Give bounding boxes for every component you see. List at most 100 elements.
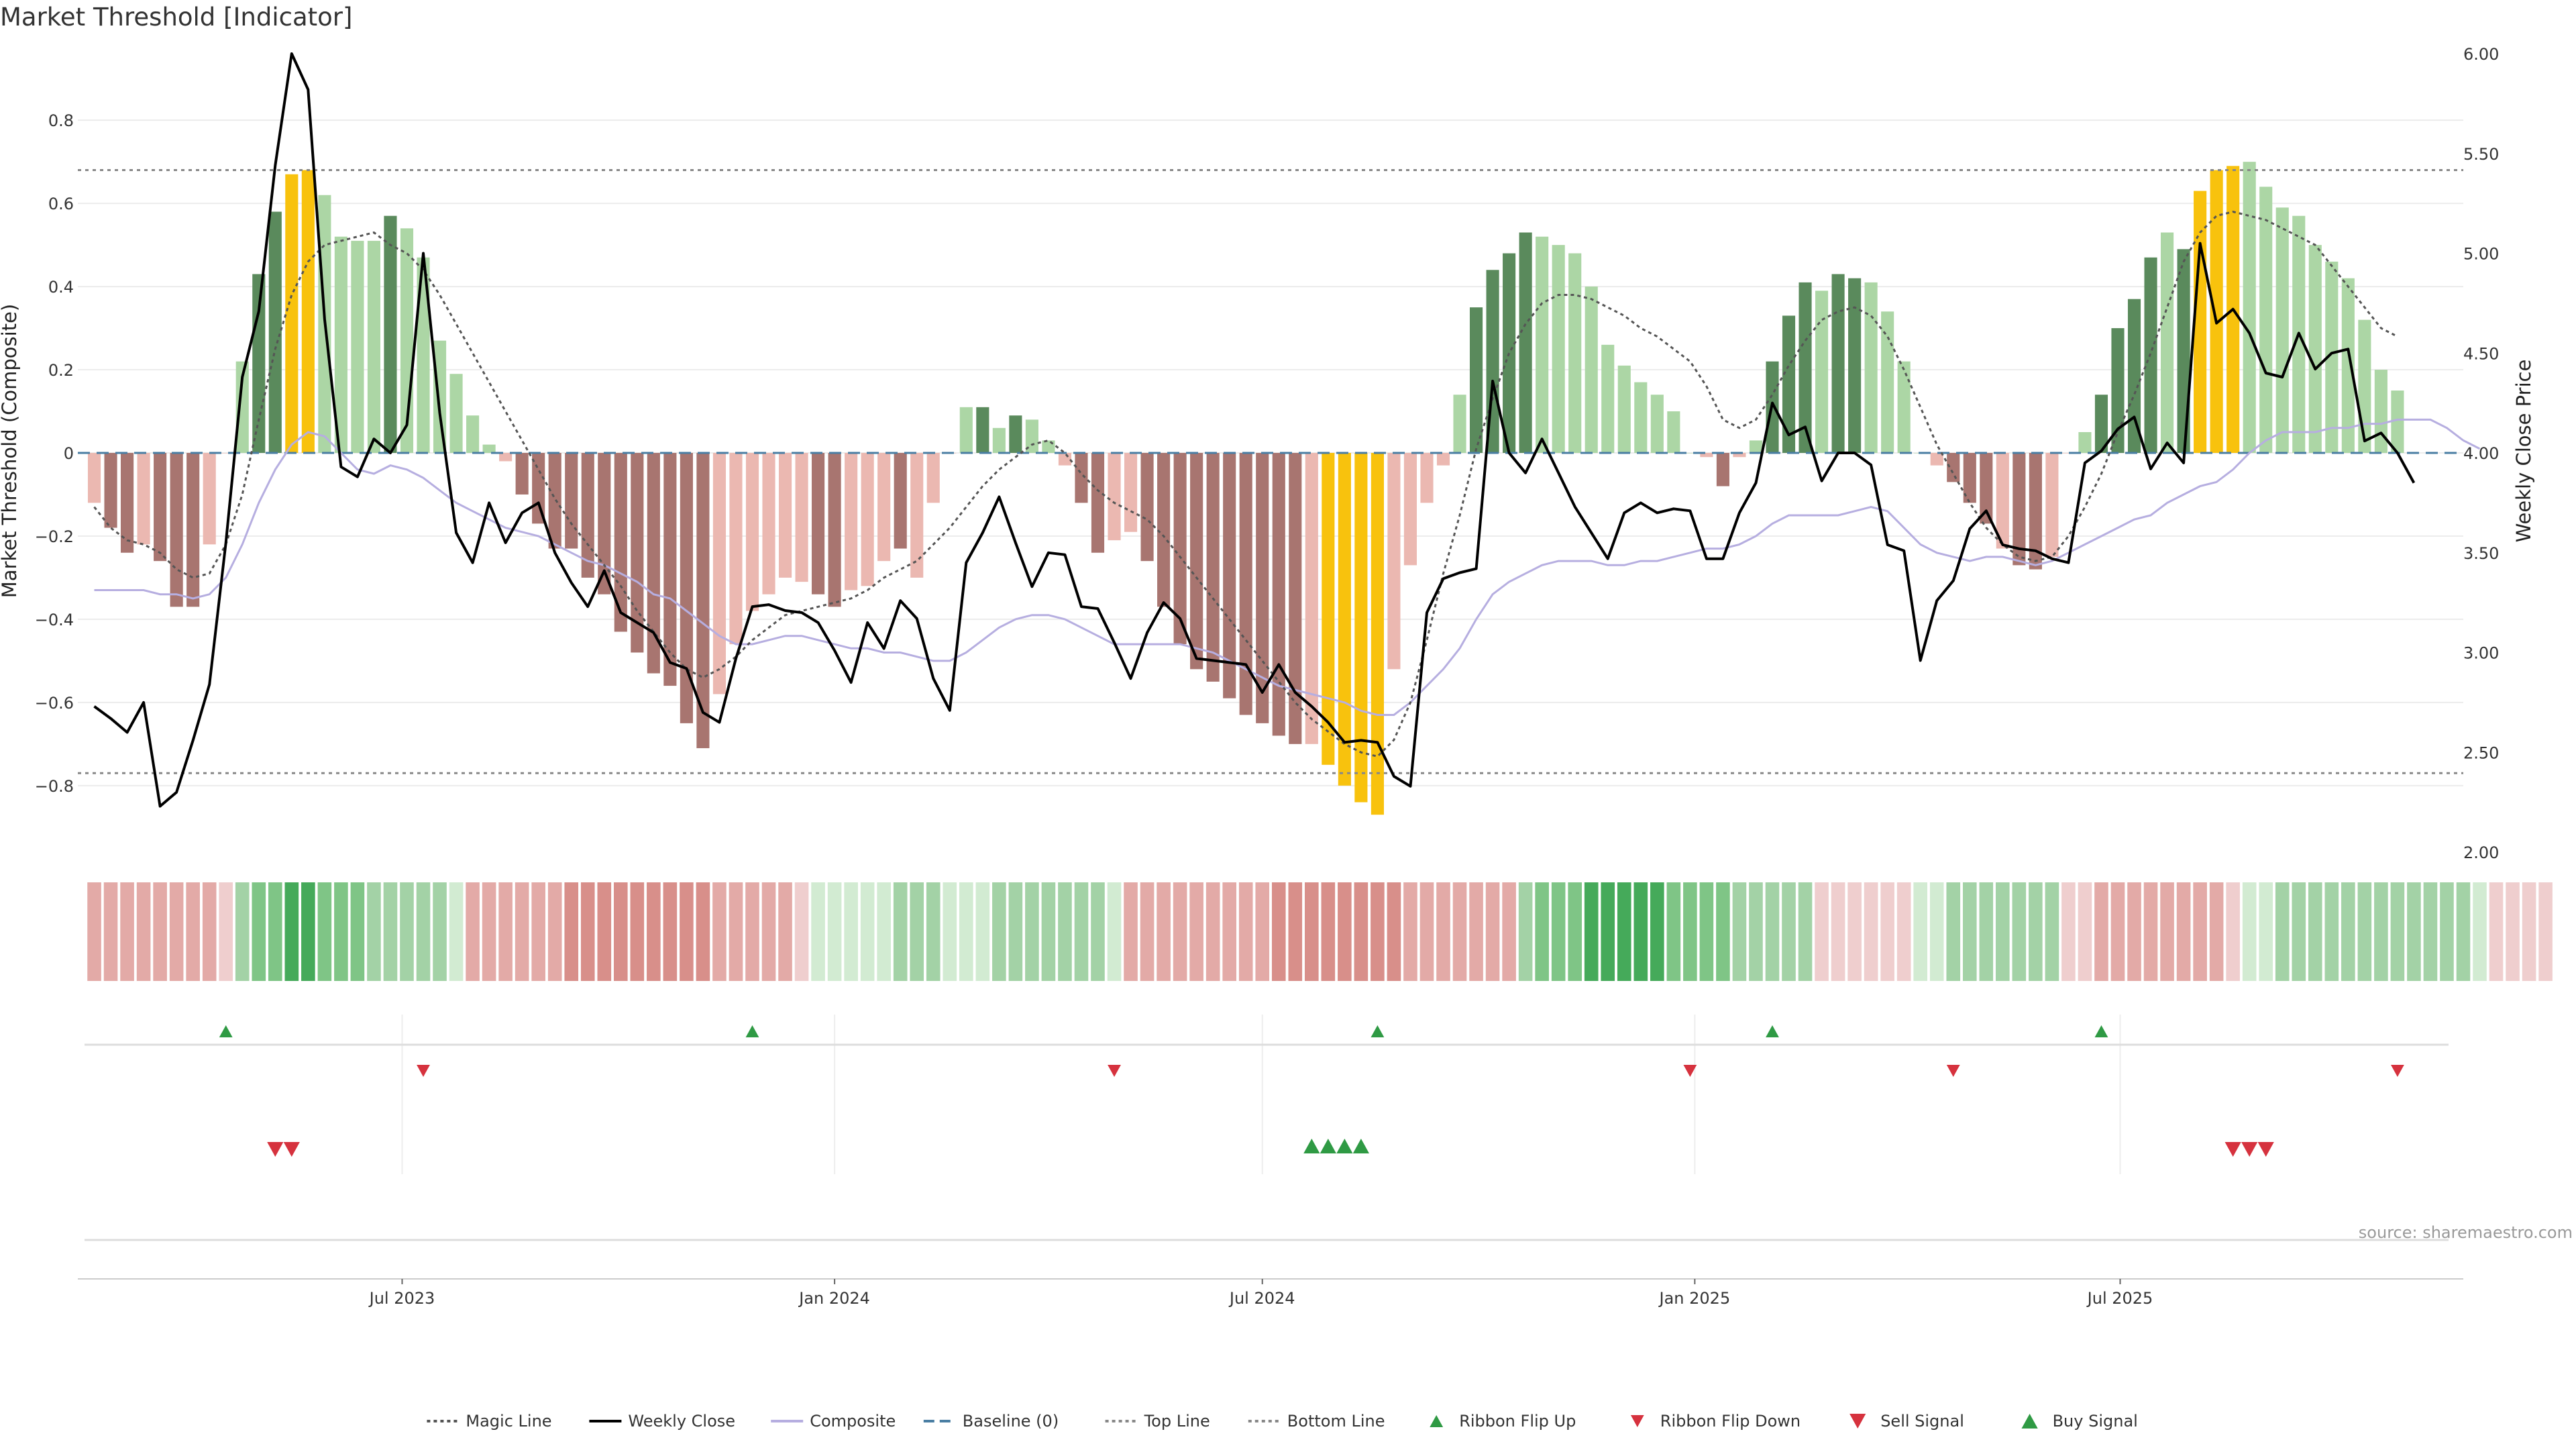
ribbon-cell bbox=[893, 882, 908, 981]
ribbon-layer bbox=[87, 882, 2553, 981]
ribbon-cell bbox=[2242, 882, 2257, 981]
ribbon-cell bbox=[712, 882, 727, 981]
ribbon-cell bbox=[466, 882, 480, 981]
ribbon-cell bbox=[136, 882, 151, 981]
composite-bar bbox=[1289, 453, 1302, 744]
composite-bar bbox=[1058, 453, 1072, 466]
composite-bar bbox=[1453, 395, 1466, 453]
ribbon-cell bbox=[1699, 882, 1714, 981]
composite-bar bbox=[1568, 253, 1582, 453]
composite-bar bbox=[1930, 453, 1943, 466]
ribbon-cell bbox=[1041, 882, 1056, 981]
ribbon-cell bbox=[2489, 882, 2504, 981]
ribbon-cell bbox=[1205, 882, 1220, 981]
composite-bar bbox=[2111, 328, 2125, 453]
composite-bar bbox=[581, 453, 594, 578]
composite-bar bbox=[1864, 282, 1878, 453]
ribbon-flip-down-marker bbox=[1946, 1065, 1960, 1077]
ribbon-cell bbox=[186, 882, 200, 981]
ribbon-cell bbox=[1008, 882, 1023, 981]
ribbon-cell bbox=[647, 882, 661, 981]
ribbon-cell bbox=[2538, 882, 2553, 981]
composite-bar bbox=[1585, 287, 1598, 453]
ribbon-cell bbox=[1979, 882, 1994, 981]
ribbon-cell bbox=[877, 882, 891, 981]
ribbon-cell bbox=[1568, 882, 1582, 981]
ribbon-cell bbox=[1354, 882, 1368, 981]
composite-bar bbox=[1469, 307, 1483, 453]
ribbon-cell bbox=[1633, 882, 1648, 981]
ribbon-cell bbox=[2226, 882, 2240, 981]
legend-item: Ribbon Flip Up bbox=[1430, 1412, 1576, 1431]
composite-bar bbox=[1387, 453, 1401, 670]
ribbon-cell bbox=[2259, 882, 2273, 981]
ribbon-cell bbox=[1782, 882, 1796, 981]
composite-bar bbox=[219, 453, 233, 454]
ribbon-cell bbox=[811, 882, 825, 981]
ribbon-cell bbox=[2357, 882, 2372, 981]
ribbon-cell bbox=[2045, 882, 2059, 981]
ribbon-cell bbox=[547, 882, 562, 981]
ribbon-cell bbox=[597, 882, 612, 981]
composite-bar bbox=[1782, 315, 1796, 453]
ribbon-cell bbox=[416, 882, 431, 981]
source-note: source: sharemaestro.com bbox=[2359, 1223, 2573, 1242]
ribbon-cell bbox=[1683, 882, 1697, 981]
ribbon-cell bbox=[943, 882, 957, 981]
ribbon-cell bbox=[2209, 882, 2224, 981]
ribbon-cell bbox=[383, 882, 398, 981]
legend-marker-icon bbox=[1630, 1415, 1644, 1427]
ribbon-cell bbox=[992, 882, 1006, 981]
x-tick-label: Jan 2024 bbox=[798, 1289, 870, 1308]
ribbon-cell bbox=[1929, 882, 1944, 981]
composite-bar bbox=[1634, 382, 1648, 453]
ribbon-cell bbox=[1880, 882, 1894, 981]
composite-bar bbox=[268, 211, 282, 453]
ribbon-cell bbox=[1502, 882, 1516, 981]
y-tick-label: 0.2 bbox=[48, 361, 74, 380]
ribbon-cell bbox=[1321, 882, 1336, 981]
legend-item: Baseline (0) bbox=[923, 1412, 1059, 1431]
composite-bar bbox=[2094, 395, 2108, 453]
composite-bar bbox=[1519, 232, 1532, 453]
composite-bar bbox=[2210, 170, 2223, 453]
ribbon-cell bbox=[564, 882, 579, 981]
composite-bar bbox=[1700, 453, 1713, 458]
legend: Magic Line Weekly Close Composite Baseline … bbox=[427, 1412, 2138, 1431]
composite-bar bbox=[1354, 453, 1368, 802]
composite-bar bbox=[614, 453, 627, 632]
ribbon-cell bbox=[2078, 882, 2092, 981]
legend-item: Magic Line bbox=[427, 1412, 552, 1431]
ribbon-cell bbox=[1601, 882, 1615, 981]
composite-bar bbox=[548, 453, 561, 549]
y2-tick-label: 3.50 bbox=[2463, 544, 2499, 563]
y2-tick-label: 2.00 bbox=[2463, 843, 2499, 862]
ribbon-cell bbox=[680, 882, 694, 981]
legend-label: Ribbon Flip Up bbox=[1459, 1412, 1576, 1431]
legend-label: Weekly Close bbox=[628, 1412, 735, 1431]
ribbon-cell bbox=[729, 882, 743, 981]
composite-bar bbox=[1831, 274, 1845, 453]
ribbon-cell bbox=[153, 882, 167, 981]
ribbon-cell bbox=[1650, 882, 1664, 981]
composite-bar bbox=[1108, 453, 1121, 541]
composite-bar bbox=[1799, 282, 1812, 453]
legend-label: Buy Signal bbox=[2053, 1412, 2138, 1431]
ribbon-cell bbox=[827, 882, 842, 981]
composite-bar bbox=[367, 240, 380, 453]
y-axis-label: Market Threshold (Composite) bbox=[0, 304, 21, 598]
ribbon-cell bbox=[1896, 882, 1911, 981]
composite-bar bbox=[1124, 453, 1138, 532]
ribbon-cell bbox=[1535, 882, 1549, 981]
composite-bar bbox=[1239, 453, 1252, 715]
ribbon-cell bbox=[630, 882, 645, 981]
composite-bar bbox=[170, 453, 183, 607]
y2-tick-label: 6.00 bbox=[2463, 45, 2499, 64]
legend-item: Bottom Line bbox=[1248, 1412, 1385, 1431]
ribbon-cell bbox=[87, 882, 101, 981]
composite-bar bbox=[433, 340, 447, 453]
composite-bar bbox=[1157, 453, 1171, 607]
ribbon-flip-down-marker bbox=[2391, 1065, 2404, 1077]
y-tick-label: 0.4 bbox=[48, 278, 74, 297]
ribbon-cell bbox=[1419, 882, 1434, 981]
